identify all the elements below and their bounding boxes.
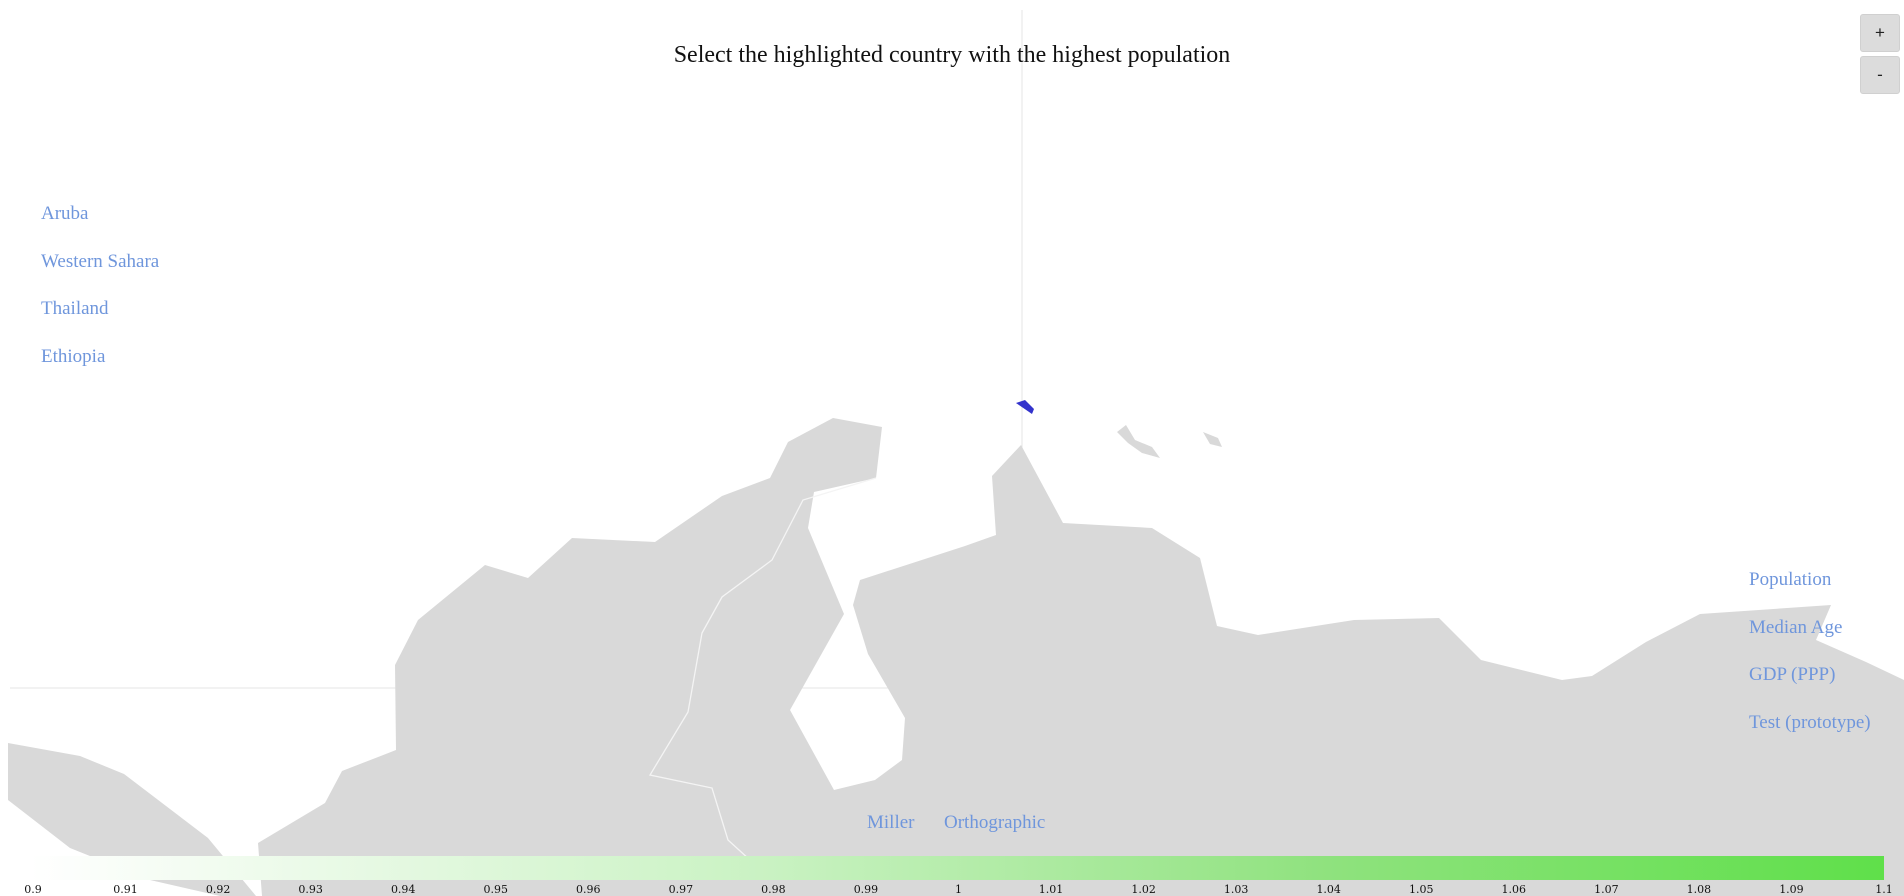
legend-tick-label: 0.95	[483, 883, 509, 896]
legend-tick-label: 0.99	[853, 883, 879, 896]
country-option-ethiopia[interactable]: Ethiopia	[41, 345, 106, 367]
legend-tick-label: 1.03	[1223, 883, 1249, 896]
metric-option-population[interactable]: Population	[1749, 569, 1832, 590]
country-options: Aruba Western Sahara Thailand Ethiopia	[41, 202, 159, 392]
legend-tick-label: 1	[955, 883, 962, 896]
projection-miller-link[interactable]: Miller	[867, 812, 915, 833]
country-option-aruba[interactable]: Aruba	[41, 203, 89, 224]
zoom-in-button[interactable]: +	[1860, 14, 1900, 52]
legend-tick-label: 0.9	[24, 883, 42, 896]
legend-tick-label: 0.91	[113, 883, 138, 896]
highlighted-country[interactable]	[1016, 400, 1034, 414]
legend-tick-label: 1.01	[1038, 883, 1064, 896]
zoom-out-button[interactable]: -	[1860, 56, 1900, 94]
country-shape-large-mainland[interactable]	[258, 418, 1904, 896]
country-option-thailand[interactable]: Thailand	[41, 298, 109, 319]
legend-tick-label: 1.07	[1594, 883, 1619, 896]
metric-options: Population Median Age GDP (PPP) Test (pr…	[1749, 568, 1871, 758]
legend-ticks: 0.9 0.91 0.92 0.93 0.94 0.95 0.96 0.97 0.98 0.99 1…	[0, 880, 1904, 896]
metric-option-test-prototype[interactable]: Test (prototype)	[1749, 711, 1871, 733]
legend-tick-label: 1.06	[1501, 883, 1527, 896]
country-option-western-sahara[interactable]: Western Sahara	[41, 250, 160, 272]
legend-tick-label: 0.94	[390, 883, 416, 896]
legend-tick-label: 1.05	[1409, 883, 1434, 896]
projection-orthographic-link[interactable]: Orthographic	[944, 812, 1046, 833]
metric-option-gdp-ppp[interactable]: GDP (PPP)	[1749, 664, 1836, 685]
country-shape-island-1[interactable]	[1117, 425, 1160, 458]
color-scale-legend	[30, 856, 1884, 880]
legend-tick-label: 1.02	[1131, 883, 1156, 896]
legend-tick-label: 0.96	[576, 883, 601, 896]
legend-tick-label: 1.04	[1316, 883, 1341, 896]
legend-tick-label: 1.08	[1686, 883, 1712, 896]
legend-tick-label: 0.98	[761, 883, 786, 896]
metric-option-median-age[interactable]: Median Age	[1749, 616, 1843, 638]
legend-tick-label: 0.93	[298, 883, 323, 896]
country-border	[648, 477, 877, 861]
legend-tick-label: 0.97	[668, 883, 694, 896]
legend-tick-label: 0.92	[205, 883, 231, 896]
country-shape-island-2[interactable]	[1203, 432, 1222, 447]
legend-tick-label: 1.1	[1875, 883, 1893, 896]
question-title: Select the highlighted country with the …	[673, 42, 1231, 68]
legend-tick-label: 1.09	[1779, 883, 1804, 896]
